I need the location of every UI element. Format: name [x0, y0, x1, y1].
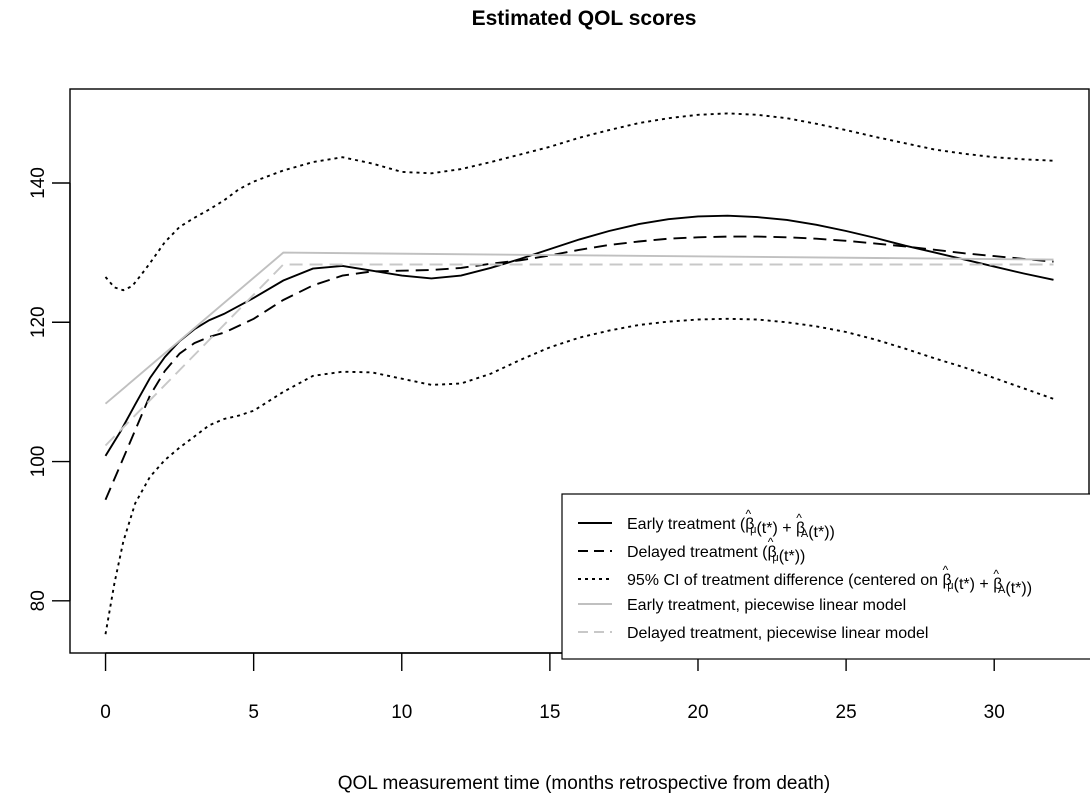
x-axis-label: QOL measurement time (months retrospecti… [338, 773, 830, 794]
y-tick-label: 120 [28, 306, 49, 338]
y-tick-label: 140 [28, 167, 49, 199]
x-tick-label: 20 [687, 702, 708, 723]
x-tick-label: 0 [100, 702, 111, 723]
series-layer [104, 112, 1054, 635]
y-tick-label: 80 [28, 590, 49, 611]
x-tick-label: 5 [248, 702, 259, 723]
chart-title: Estimated QOL scores [472, 7, 697, 30]
legend-label-3: 95% CI of treatment difference (centered… [627, 563, 1032, 597]
x-tick-label: 10 [391, 702, 412, 723]
legend-box [561, 493, 1090, 660]
series-line-4 [104, 251, 1054, 405]
series-line-2 [104, 235, 1054, 501]
legend: Early treatment (β^μ(t*) + β^A(t*))Delay… [561, 493, 1090, 660]
x-axis: 0 5 10 15 20 25 30 [100, 652, 1005, 723]
y-tick-label: 100 [28, 446, 49, 478]
y-axis: 80 100 120 140 [28, 167, 71, 611]
legend-label-5: Delayed treatment, piecewise linear mode… [627, 625, 928, 642]
x-tick-label: 30 [984, 702, 1005, 723]
series-line-3-2 [104, 317, 1054, 635]
legend-label-4: Early treatment, piecewise linear model [627, 597, 906, 614]
series-line-1 [104, 214, 1054, 457]
x-tick-label: 15 [539, 702, 560, 723]
series-line-5 [104, 263, 1054, 447]
legend-label-1: Early treatment (β^μ(t*) + β^A(t*)) [627, 507, 835, 541]
legend-label-2: Delayed treatment (β^μ(t*)) [627, 535, 805, 565]
series-line-3-1 [104, 112, 1054, 292]
x-tick-label: 25 [836, 702, 857, 723]
